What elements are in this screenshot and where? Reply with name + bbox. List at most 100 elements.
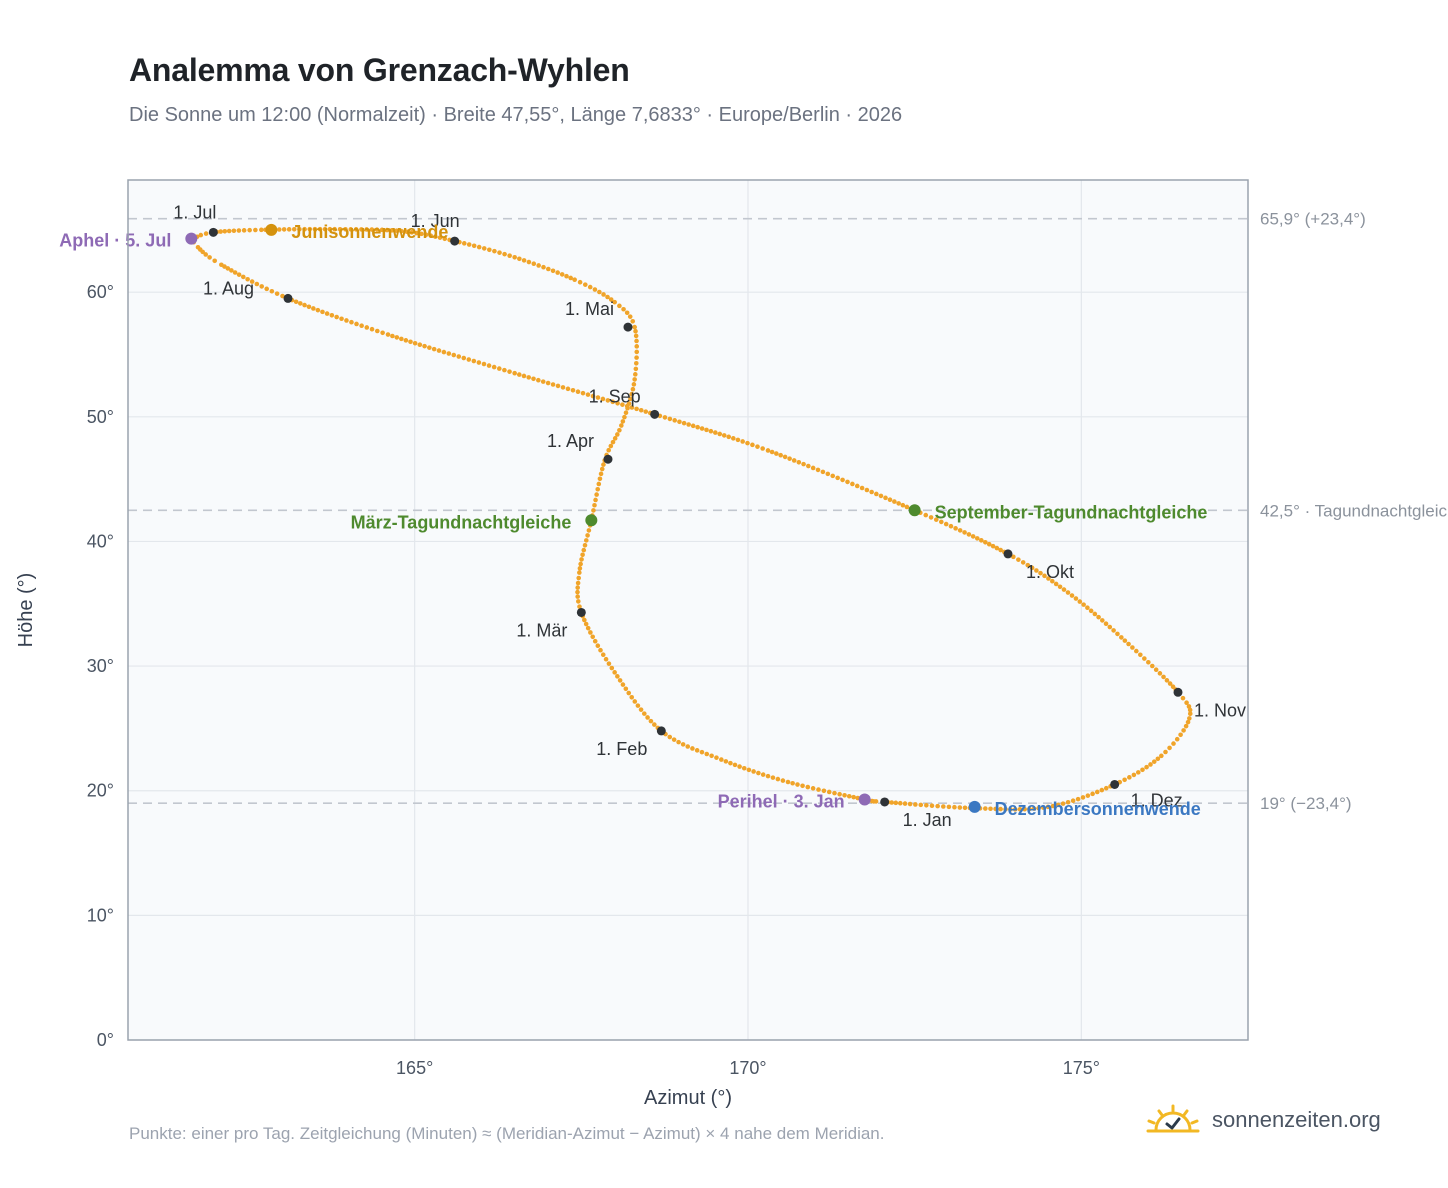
day-dot: [507, 253, 512, 258]
day-dot: [436, 348, 442, 353]
day-dot: [332, 226, 337, 232]
day-dot: [344, 318, 349, 323]
day-dot: [317, 226, 323, 232]
day-dot: [928, 515, 934, 520]
day-dot: [307, 226, 313, 232]
day-dot: [854, 483, 860, 489]
day-dot: [760, 446, 765, 451]
day-dot: [680, 742, 686, 747]
day-dot: [546, 266, 551, 272]
day-dot: [1170, 684, 1176, 690]
day-dot: [512, 254, 517, 260]
day-dot: [225, 266, 231, 271]
day-dot: [605, 294, 610, 300]
day-dot: [419, 231, 424, 237]
day-dot: [671, 737, 677, 742]
day-dot: [570, 387, 576, 393]
day-dot: [592, 638, 598, 644]
day-dot: [207, 255, 212, 260]
event-label: Junisonnenwende: [291, 222, 448, 242]
day-dot: [610, 399, 616, 405]
reference-lines: 65,9° (+23,4°) 42,5° · Tagundnachtgleiche…: [128, 210, 1448, 813]
day-dot: [417, 342, 423, 348]
day-dot: [1167, 681, 1173, 686]
day-dot: [778, 452, 783, 458]
day-dot: [1167, 745, 1172, 751]
day-dot: [516, 372, 522, 377]
month-label: 1. Okt: [1026, 562, 1074, 582]
day-dot: [540, 379, 546, 384]
day-dot: [685, 744, 691, 749]
day-dot: [1061, 587, 1067, 592]
month-label: 1. Jun: [411, 211, 460, 231]
day-dot: [633, 366, 639, 372]
day-dot: [1187, 711, 1193, 717]
day-dot: [704, 427, 709, 433]
day-dot: [476, 244, 482, 250]
day-dot: [245, 276, 250, 282]
day-dot: [606, 661, 612, 666]
day-dot: [845, 479, 850, 485]
day-dot: [1016, 557, 1021, 562]
day-dot: [983, 806, 988, 811]
day-dot: [1038, 570, 1043, 576]
day-dot: [933, 517, 939, 522]
day-dot: [717, 431, 723, 437]
day-dot: [231, 228, 237, 234]
day-dot: [962, 530, 967, 535]
day-dot: [1055, 802, 1061, 808]
day-dot: [577, 570, 582, 575]
day-dot: [765, 773, 771, 779]
day-dot: [840, 477, 845, 483]
day-dot: [1060, 801, 1066, 806]
day-dot: [924, 802, 929, 808]
month-marker: [208, 227, 218, 237]
day-dot: [907, 801, 913, 807]
month-label: 1. Nov: [1194, 700, 1246, 720]
day-dot: [699, 426, 705, 431]
day-dot: [1187, 716, 1192, 721]
day-dot: [957, 528, 963, 533]
day-dot: [466, 357, 472, 362]
day-dot: [461, 355, 467, 361]
day-dot: [394, 228, 399, 233]
day-dot: [694, 748, 700, 753]
day-dot: [801, 461, 806, 467]
day-dot: [994, 545, 1000, 551]
day-dot: [1163, 749, 1168, 755]
day-dot: [662, 415, 668, 420]
month-marker: [450, 236, 460, 246]
day-dot: [630, 386, 636, 392]
day-dot: [893, 800, 899, 806]
day-dot: [672, 418, 678, 423]
day-dot: [492, 248, 497, 254]
day-dot: [575, 585, 580, 590]
day-dot: [236, 272, 242, 277]
day-dot: [476, 360, 482, 365]
month-label: 1. Feb: [596, 739, 647, 759]
day-dot: [1088, 608, 1094, 614]
month-marker: [623, 322, 633, 332]
day-dot: [897, 800, 903, 806]
day-dot: [941, 804, 946, 809]
day-dot: [1069, 593, 1075, 598]
day-dot: [399, 336, 404, 342]
day-dot: [550, 382, 556, 387]
month-marker: [576, 607, 586, 617]
day-dot: [621, 306, 626, 312]
day-dot: [591, 508, 596, 513]
day-dot: [806, 463, 811, 469]
day-dot: [322, 226, 328, 232]
reference-line-label: 42,5° · Tagundnachtgleiche: [1260, 501, 1448, 520]
day-dot: [1050, 578, 1055, 584]
day-dot: [1008, 807, 1013, 812]
day-dot: [359, 227, 364, 232]
brand[interactable]: sonnenzeiten.org: [1146, 1104, 1381, 1136]
event-label: September-Tagundnachtgleiche: [935, 502, 1208, 522]
footnote: Punkte: einer pro Tag. Zeitgleichung (Mi…: [129, 1124, 885, 1143]
day-dot: [796, 459, 802, 465]
day-dot: [1020, 560, 1026, 565]
day-dot: [437, 235, 443, 240]
month-marker: [1003, 549, 1013, 559]
day-dot: [1140, 767, 1145, 773]
